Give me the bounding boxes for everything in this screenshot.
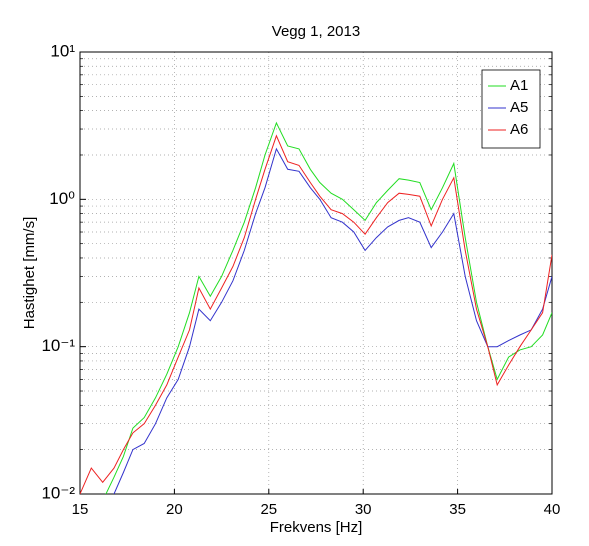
x-tick-label: 35 xyxy=(449,501,466,518)
y-tick-label: 10⁰ xyxy=(49,189,75,208)
legend-box xyxy=(481,69,541,149)
legend-label: A5 xyxy=(510,99,528,116)
y-axis-label: Hastighet [mm/s] xyxy=(21,217,38,330)
y-tick-label: 10⁻¹ xyxy=(41,336,75,355)
plot-lines xyxy=(80,121,552,494)
x-tick-label: 20 xyxy=(166,501,183,518)
x-tick-label: 15 xyxy=(72,501,89,518)
legend-label: A6 xyxy=(510,121,528,138)
x-axis-label: Frekvens [Hz] xyxy=(270,519,363,536)
chart-title: Vegg 1, 2013 xyxy=(272,23,360,40)
data-line xyxy=(105,121,552,494)
data-line xyxy=(113,147,552,494)
x-tick-label: 40 xyxy=(544,501,561,518)
data-line xyxy=(80,134,552,494)
plot-frame xyxy=(79,51,553,495)
y-tick-label: 10¹ xyxy=(50,41,75,60)
legend-label: A1 xyxy=(510,77,528,94)
y-tick-label: 10⁻² xyxy=(41,483,75,502)
x-tick-label: 25 xyxy=(260,501,277,518)
x-tick-label: 30 xyxy=(355,501,372,518)
